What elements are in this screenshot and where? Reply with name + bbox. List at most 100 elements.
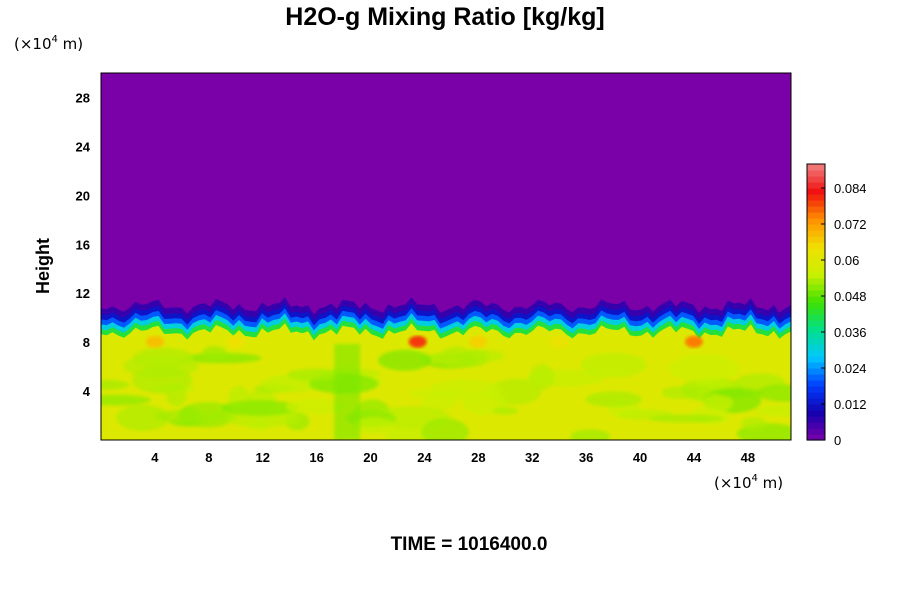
- field-plume: [334, 343, 361, 440]
- field-patch: [384, 426, 431, 440]
- colorbar: [807, 164, 825, 441]
- colorbar-band: [807, 344, 825, 351]
- colorbar-band: [807, 242, 825, 249]
- colorbar-band: [807, 254, 825, 261]
- x-tick-label: 44: [687, 450, 702, 465]
- colorbar-tick-label: 0.048: [834, 289, 867, 304]
- colorbar-band: [807, 314, 825, 321]
- colorbar-band: [807, 374, 825, 381]
- y-axis-label: Height: [33, 238, 53, 294]
- y-tick-label: 16: [76, 237, 90, 252]
- field-patch: [715, 387, 763, 398]
- field-patch: [353, 417, 395, 434]
- field-patch: [585, 391, 643, 408]
- colorbar-band: [807, 164, 825, 171]
- time-label: TIME = 1016400.0: [391, 534, 548, 555]
- y-tick-labels: 4 8 12 16 20 24 28: [76, 90, 91, 399]
- colorbar-band: [807, 188, 825, 195]
- y-tick-label: 28: [76, 90, 90, 105]
- colorbar-band: [807, 320, 825, 327]
- x-tick-label: 4: [151, 450, 159, 465]
- colorbar-band: [807, 398, 825, 405]
- y-tick-label: 20: [76, 188, 90, 203]
- colorbar-band: [807, 260, 825, 267]
- colorbar-band: [807, 212, 825, 219]
- colorbar-band: [807, 302, 825, 309]
- y-tick-label: 24: [76, 139, 91, 154]
- chart-title: H2O-g Mixing Ratio [kg/kg]: [285, 3, 604, 31]
- colorbar-band: [807, 224, 825, 231]
- colorbar-band: [807, 182, 825, 189]
- field-patch: [221, 400, 299, 416]
- y-tick-label: 4: [83, 384, 91, 399]
- field-patch: [669, 354, 740, 383]
- field-peak: [145, 335, 164, 348]
- y-tick-label: 8: [83, 335, 90, 350]
- field-peak: [469, 335, 488, 348]
- field-peak: [684, 335, 703, 348]
- colorbar-band: [807, 206, 825, 213]
- colorbar-band: [807, 386, 825, 393]
- x-tick-label: 40: [633, 450, 647, 465]
- colorbar-band: [807, 422, 825, 429]
- colorbar-band: [807, 434, 825, 441]
- y-tick-label: 12: [76, 286, 90, 301]
- colorbar-band: [807, 200, 825, 207]
- x-tick-label: 24: [417, 450, 432, 465]
- field-patches: [101, 345, 791, 440]
- field-patch: [741, 416, 767, 430]
- field-patch: [101, 379, 130, 390]
- colorbar-band: [807, 308, 825, 315]
- colorbar-tick-label: 0.012: [834, 397, 867, 412]
- field-peak: [550, 335, 569, 348]
- colorbar-band: [807, 230, 825, 237]
- field-patch: [648, 414, 724, 423]
- field-patch: [101, 394, 151, 406]
- colorbar-band: [807, 278, 825, 285]
- field-patch: [492, 406, 519, 415]
- colorbar-tick-label: 0.036: [834, 325, 867, 340]
- field-peak: [226, 335, 245, 348]
- colorbar-band: [807, 194, 825, 201]
- colorbar-band: [807, 218, 825, 225]
- colorbar-band: [807, 350, 825, 357]
- x-tick-label: 48: [741, 450, 755, 465]
- x-tick-label: 28: [471, 450, 485, 465]
- colorbar-tick-label: 0: [834, 433, 841, 448]
- field-patch: [116, 404, 170, 431]
- colorbar-band: [807, 296, 825, 303]
- colorbar-band: [807, 356, 825, 363]
- x-axis-unit: (×104 m): [714, 473, 783, 492]
- colorbar-band: [807, 272, 825, 279]
- colorbar-band: [807, 176, 825, 183]
- x-tick-label: 16: [309, 450, 323, 465]
- field-patch: [459, 349, 489, 368]
- plot-area: [101, 73, 791, 440]
- field-patch: [580, 352, 647, 378]
- colorbar-band: [807, 236, 825, 243]
- field-patch: [529, 364, 555, 390]
- x-tick-label: 20: [363, 450, 377, 465]
- colorbar-band: [807, 416, 825, 423]
- field-peak: [408, 335, 427, 348]
- field-patch: [201, 345, 228, 362]
- field-patch: [378, 349, 432, 371]
- field-patch: [408, 388, 466, 399]
- x-tick-label: 32: [525, 450, 539, 465]
- field-patch: [287, 368, 342, 381]
- x-tick-labels: 4 8 12 16 20 24 28 32 36 40 44 48: [151, 450, 755, 465]
- field-patch: [756, 384, 791, 402]
- colorbar-band: [807, 368, 825, 375]
- colorbar-tick-label: 0.024: [834, 361, 867, 376]
- field-patch: [421, 418, 469, 440]
- colorbar-band: [807, 248, 825, 255]
- field-patch: [570, 429, 611, 440]
- colorbar-band: [807, 362, 825, 369]
- colorbar-band: [807, 332, 825, 339]
- colorbar-band: [807, 266, 825, 273]
- field-patch: [703, 393, 733, 412]
- x-tick-label: 8: [205, 450, 212, 465]
- colorbar-band: [807, 404, 825, 411]
- colorbar-band: [807, 380, 825, 387]
- plot-frame: [100, 72, 792, 441]
